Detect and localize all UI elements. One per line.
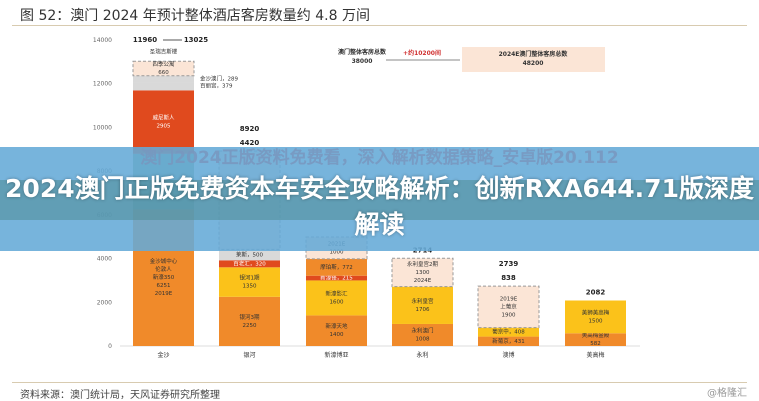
category-label: 金沙: [157, 351, 169, 359]
bar-segment: [219, 260, 280, 268]
bar-segment: [133, 75, 194, 83]
segment-above-label: 圣瑞吉斯楼: [150, 47, 178, 55]
segment-label: 2905: [157, 124, 171, 130]
bar-segment: [392, 323, 453, 346]
watermark: @格隆汇: [707, 388, 747, 399]
total-label: 2739: [499, 260, 519, 268]
segment-label: 1600: [330, 299, 344, 305]
bar-segment: [306, 275, 367, 281]
segment-label: 2019E: [500, 296, 518, 302]
segment-label: 1900: [502, 312, 516, 318]
segment-label: 美狮美高梅: [582, 308, 610, 316]
segment-label: 金沙城中心: [150, 257, 178, 265]
segment-label: 伦敦人: [155, 265, 172, 273]
segment-label: 1706: [416, 307, 430, 313]
title-rule: [12, 25, 747, 26]
annotation-from: 澳门整体客房总数: [338, 48, 387, 56]
bar-segment: [565, 300, 626, 334]
segment-label: 百老汇，320: [233, 259, 266, 267]
bar-segment: [133, 82, 194, 91]
segment-label: 新濠350: [153, 273, 175, 281]
segment-label: 新濠锋，215: [320, 274, 353, 282]
figure-title: 图 52：澳门 2024 年预计整体酒店客房数量约 4.8 万间: [20, 8, 370, 24]
annotation-from: 38000: [352, 58, 373, 65]
category-label: 新濠博亚: [324, 351, 348, 359]
annotation-box: [462, 47, 605, 72]
segment-label: 美高梅金殿: [582, 331, 610, 339]
y-tick-label: 4000: [97, 256, 112, 263]
segment-label: 新葡京，431: [492, 337, 525, 345]
total-label: 13025: [184, 36, 208, 44]
y-tick-label: 12000: [93, 81, 112, 88]
bar-segment: [306, 315, 367, 346]
segment-label: 葡京中，408: [492, 328, 525, 336]
segment-label: 582: [590, 341, 601, 347]
bar-segment: [132, 60, 195, 77]
category-label: 澳博: [502, 351, 514, 359]
segment-label: 四季公寓: [152, 60, 175, 68]
y-tick-label: 0: [108, 343, 112, 350]
category-label: 美高梅: [586, 351, 604, 359]
y-tick-label: 14000: [93, 37, 112, 44]
segment-label: 1000: [330, 249, 344, 255]
source-note: 资料来源：澳门统计局，天风证券研究所整理: [20, 390, 220, 401]
segment-label: 摩珀斯，772: [320, 263, 353, 271]
segment-label: 永利澳门: [411, 326, 433, 334]
segment-label: 1400: [330, 332, 344, 338]
segment-label: 1350: [243, 284, 257, 290]
segment-label: 新濠影汇: [325, 289, 348, 297]
segment-label: 2019E: [155, 291, 173, 297]
segment-label: 百丽宫，379: [200, 82, 233, 90]
bar-segment: [306, 258, 367, 276]
segment-label: 6251: [157, 283, 171, 289]
segment-label: 2250: [243, 323, 257, 329]
annotation-to: 2024E澳门整体客房总数: [499, 50, 569, 58]
bar-segment: [219, 249, 280, 261]
segment-label: 1300: [416, 270, 430, 276]
segment-label: 莱斯，500: [236, 250, 263, 258]
category-label: 银河: [243, 351, 255, 359]
segment-label: 2024E: [414, 278, 432, 284]
footer-rule: [12, 382, 747, 383]
total-label: 838: [501, 274, 516, 282]
segment-label: 金沙澳门，289: [200, 74, 238, 82]
segment-label: 银河3期: [240, 313, 260, 321]
segment-label: 1008: [416, 336, 430, 342]
segment-label: 永利皇宫: [411, 297, 434, 305]
bar-segment: [478, 336, 539, 346]
bar-segment: [133, 90, 194, 154]
bar-segment: [391, 257, 454, 288]
segment-label: 新濠天地: [325, 322, 348, 330]
total-label: 4420: [240, 139, 260, 147]
bar-segment: [219, 296, 280, 346]
category-label: 永利: [416, 351, 428, 359]
overlay-inner-band: [0, 180, 759, 220]
total-label: 11960: [133, 36, 157, 44]
segment-label: 660: [158, 70, 169, 76]
total-label: 8920: [240, 125, 260, 133]
bar-segment: [219, 267, 280, 297]
bar-segment: [565, 333, 626, 346]
overlay-ghost-text: 澳门2024正版资料免费看，深入解析数据策略_安卓版20.112: [140, 148, 619, 168]
bar-segment: [306, 280, 367, 316]
total-label: 2082: [586, 288, 606, 296]
segment-label: 1500: [589, 318, 603, 324]
annotation-delta: +约10200间: [403, 49, 441, 57]
bar-segment: [478, 327, 539, 337]
segment-label: 永利皇宫2期: [407, 260, 438, 268]
bar-segment: [392, 286, 453, 324]
segment-label: 上葡京: [500, 302, 517, 310]
bar-segment: [477, 285, 540, 329]
overlay-headline: 2024澳门正版免费资本车安全攻略解析：创新RXA644.71版深度解读: [5, 174, 754, 239]
y-tick-label: 2000: [97, 299, 112, 306]
segment-label: 银河1期: [240, 274, 260, 282]
annotation-to: 48200: [523, 60, 544, 67]
y-tick-label: 10000: [93, 124, 112, 131]
segment-label: 威尼斯人: [152, 114, 175, 122]
